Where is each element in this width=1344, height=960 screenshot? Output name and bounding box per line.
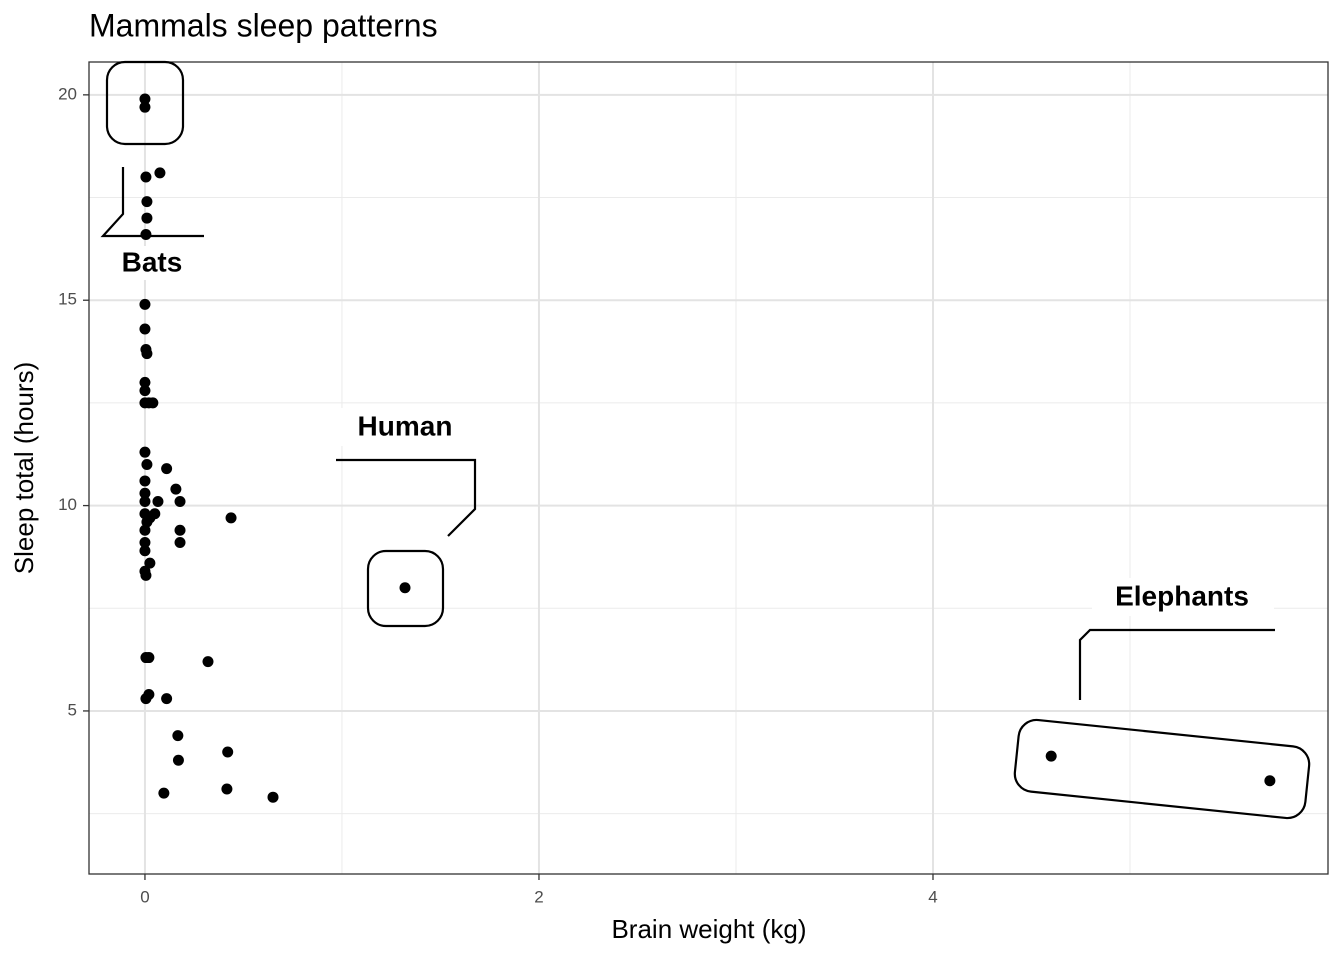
point <box>139 101 151 113</box>
plot-border <box>88 61 1329 875</box>
annotation-label: Human <box>358 410 453 441</box>
chart-title: Mammals sleep patterns <box>89 7 438 43</box>
point <box>139 545 151 557</box>
point <box>141 348 153 360</box>
point <box>399 582 411 594</box>
grid <box>89 62 1328 874</box>
elephants-outline <box>1013 718 1311 820</box>
point <box>140 229 152 241</box>
label-background <box>340 408 470 446</box>
bats-outline <box>105 60 185 146</box>
point <box>140 171 152 183</box>
point <box>172 754 184 766</box>
point <box>222 746 234 758</box>
y-tick-label: 10 <box>58 495 77 514</box>
point <box>140 569 152 581</box>
annotations: Bats Human Elephants <box>100 60 1311 820</box>
point <box>174 524 186 536</box>
point <box>154 167 166 179</box>
point <box>202 656 214 668</box>
point <box>170 483 182 495</box>
point <box>1045 750 1057 762</box>
point <box>147 397 159 409</box>
label-background <box>112 246 194 280</box>
point <box>139 446 151 458</box>
point <box>139 385 151 397</box>
y-tick-label: 5 <box>68 700 77 719</box>
point <box>139 298 151 310</box>
human-connector <box>336 458 477 537</box>
point <box>139 93 151 105</box>
point <box>172 730 184 742</box>
point <box>139 475 151 487</box>
point <box>161 693 173 705</box>
point <box>267 791 279 803</box>
point <box>139 537 151 549</box>
label-background <box>1092 578 1274 616</box>
point <box>161 463 173 475</box>
annotation-label: Elephants <box>1115 580 1249 611</box>
annotation-label: Bats <box>122 246 183 277</box>
point <box>149 508 161 520</box>
point <box>141 212 153 224</box>
y-tick-label: 15 <box>58 290 77 309</box>
point <box>139 376 151 388</box>
point <box>139 487 151 499</box>
human-outline <box>366 549 445 628</box>
x-tick-label: 4 <box>928 887 937 906</box>
point <box>174 495 186 507</box>
point <box>140 693 152 705</box>
point <box>141 459 153 471</box>
point <box>141 516 153 528</box>
point <box>174 537 186 549</box>
point <box>141 196 153 208</box>
point <box>152 495 164 507</box>
point <box>221 783 233 795</box>
x-axis-title: Brain weight (kg) <box>611 914 806 944</box>
point <box>143 652 155 664</box>
point <box>158 787 170 799</box>
point <box>225 512 237 524</box>
y-tick-label: 20 <box>58 84 77 103</box>
x-tick-label: 2 <box>534 887 543 906</box>
y-axis-title: Sleep total (hours) <box>9 362 39 574</box>
points <box>139 93 1276 803</box>
point <box>139 323 151 335</box>
x-tick-label: 0 <box>140 887 149 906</box>
elephants-connector <box>1078 628 1275 700</box>
point <box>1264 775 1276 787</box>
bats-connector <box>100 167 204 238</box>
point <box>139 495 151 507</box>
point <box>144 557 156 569</box>
point <box>139 524 151 536</box>
